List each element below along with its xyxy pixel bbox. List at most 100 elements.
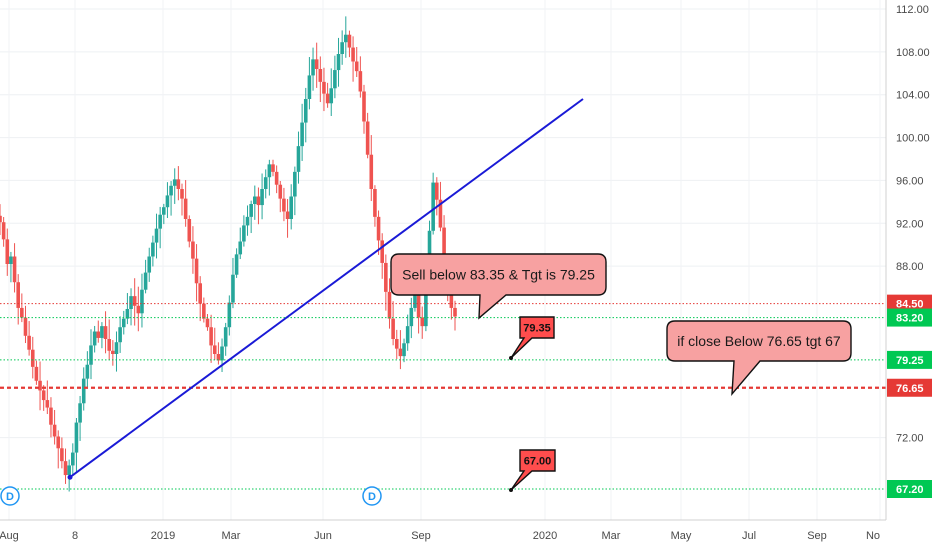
dividend-marker-2[interactable]: D <box>362 486 382 506</box>
candle <box>402 338 406 363</box>
candle-body <box>391 318 395 339</box>
callout-sell-below[interactable]: Sell below 83.35 & Tgt is 79.25 <box>390 253 607 320</box>
candle <box>263 169 268 199</box>
candle <box>118 316 122 353</box>
candle <box>89 329 93 380</box>
candle-body <box>23 317 28 336</box>
candle <box>56 430 61 469</box>
x-tick-label: Sep <box>411 530 431 542</box>
candle-body <box>322 81 326 94</box>
candle <box>311 47 315 91</box>
candle <box>303 87 308 143</box>
candle-body <box>365 121 370 155</box>
price-badge-79.25 <box>887 350 932 369</box>
callout-shape <box>666 320 852 397</box>
candle-body <box>303 99 308 123</box>
candle-body <box>191 241 195 259</box>
candle-body <box>293 171 297 197</box>
y-tick-label: 92.00 <box>896 218 924 230</box>
candle-body <box>118 327 122 343</box>
dividend-marker-1[interactable]: D <box>0 486 20 506</box>
tag-text: 79.35 <box>523 323 551 335</box>
candle-body <box>140 289 144 314</box>
price-badge-83.20 <box>887 308 932 327</box>
price-badge-label: 79.25 <box>896 355 924 367</box>
candle-body <box>438 199 443 228</box>
candle <box>216 342 221 365</box>
candle <box>431 172 435 235</box>
candle-body <box>30 349 35 367</box>
candle <box>5 228 10 276</box>
y-tick-label: 88.00 <box>896 261 924 273</box>
candle-body <box>376 216 381 241</box>
candle-body <box>431 182 435 231</box>
candle-body <box>81 378 86 404</box>
candle <box>245 205 250 236</box>
candle <box>362 84 366 134</box>
candle <box>409 297 414 339</box>
x-tick-label: Jul <box>742 530 756 542</box>
candle-body <box>0 215 2 223</box>
candle-body <box>5 239 10 264</box>
candle <box>1 217 6 247</box>
price-badge-label: 83.20 <box>896 313 924 325</box>
candle <box>12 243 17 293</box>
candle-body <box>453 307 457 317</box>
candle-body <box>172 179 177 186</box>
trendline-line[interactable] <box>69 98 584 479</box>
candle-body <box>71 452 75 466</box>
candle-body <box>384 262 388 292</box>
candlestick-series <box>0 16 457 492</box>
candle-body <box>351 47 355 62</box>
annotations[interactable]: Sell below 83.35 & Tgt is 79.25 if close … <box>390 253 852 492</box>
candle-body <box>216 354 221 361</box>
candle <box>92 325 97 353</box>
candle-body <box>242 225 246 242</box>
candle <box>300 103 304 161</box>
candle-body <box>325 93 330 104</box>
candle <box>172 168 177 204</box>
candle-body <box>85 364 90 379</box>
candle-body <box>394 339 399 349</box>
candle-body <box>1 222 6 240</box>
tag-67-00[interactable]: 67.00 <box>509 449 556 492</box>
candle <box>274 165 279 194</box>
tag-anchor <box>509 488 513 492</box>
candle <box>96 320 101 343</box>
candle <box>147 247 152 282</box>
candle <box>260 173 264 220</box>
candle-body <box>121 318 126 328</box>
candle-body <box>52 424 57 437</box>
candle-body <box>354 61 359 72</box>
candle-body <box>260 189 264 206</box>
tag-79-35[interactable]: 79.35 <box>509 316 555 360</box>
candle <box>314 42 319 88</box>
candle-body <box>420 317 425 327</box>
callout-close-below[interactable]: if close Below 76.65 tgt 67 <box>666 320 852 397</box>
x-tick-label: May <box>671 530 692 542</box>
candle-body <box>89 345 93 365</box>
candle-body <box>223 327 228 347</box>
candle <box>49 397 53 438</box>
trendline[interactable] <box>67 98 584 480</box>
candle <box>435 177 439 216</box>
candle-body <box>424 282 428 327</box>
candle <box>238 227 243 260</box>
candle <box>344 16 348 58</box>
y-tick-label: 112.00 <box>896 4 929 16</box>
candle <box>405 314 410 351</box>
candle-body <box>114 342 119 354</box>
candle <box>253 185 257 220</box>
candle-body <box>340 42 344 54</box>
candle <box>307 57 312 110</box>
candle-body <box>249 204 253 217</box>
candle <box>16 274 20 325</box>
trendline-anchor[interactable] <box>67 474 73 480</box>
candle <box>85 351 90 389</box>
candle-body <box>314 59 319 69</box>
candle <box>271 159 275 177</box>
candle <box>0 204 2 236</box>
candle-body <box>38 380 42 391</box>
candle <box>365 112 370 159</box>
